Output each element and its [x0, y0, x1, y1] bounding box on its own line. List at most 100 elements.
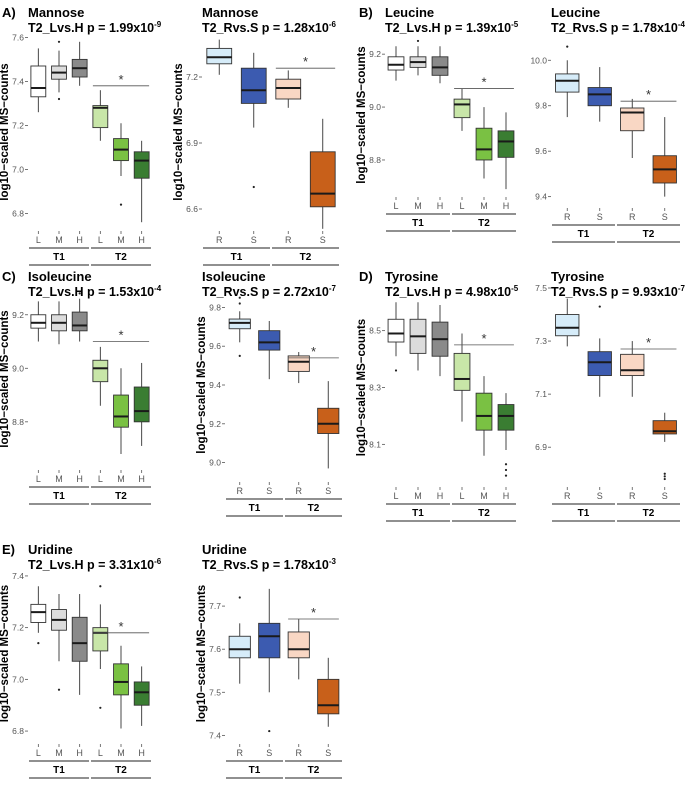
group-label: T1 [412, 508, 424, 519]
box-m-4 [113, 645, 129, 729]
box-r-0 [555, 45, 580, 118]
box-s-3 [652, 412, 677, 481]
pvalue-mantissa: 1.78x10 [284, 558, 329, 572]
box-iqr [92, 627, 109, 652]
box-h-5 [497, 112, 515, 190]
group-label: T2 [115, 765, 127, 776]
box-iqr [30, 314, 47, 329]
pvalue-mantissa: 4.98x10 [466, 285, 511, 299]
box-iqr [555, 314, 580, 337]
group-label: T2 [478, 508, 490, 519]
x-tick-label: L [459, 491, 464, 501]
x-tick-label: L [36, 748, 41, 758]
outlier-point [238, 296, 241, 299]
outlier-point [57, 688, 61, 691]
outlier-point [566, 45, 569, 48]
box-m-1 [51, 301, 67, 345]
box-iqr [275, 78, 302, 100]
y-tick-label: 8.3 [369, 383, 381, 393]
box-iqr [133, 151, 150, 179]
y-tick-label: 9.4 [209, 380, 221, 390]
box-l-0 [30, 301, 47, 342]
group-label: T1 [53, 765, 65, 776]
pvalue-prefix: T2_Lvs.H p = [28, 558, 109, 572]
outlier-point [394, 369, 398, 372]
box-iqr [206, 47, 233, 65]
box-iqr [453, 98, 471, 119]
y-axis-label: log10−scaled MS−counts [356, 319, 368, 456]
x-tick-label: R [296, 748, 303, 758]
y-tick-label: 6.9 [535, 442, 547, 452]
box-l-0 [30, 48, 47, 113]
box-iqr [71, 616, 88, 662]
box-l-0 [387, 46, 405, 81]
box-iqr [387, 56, 405, 71]
pvalue-exponent: -3 [329, 557, 337, 566]
pvalue-exponent: -9 [154, 20, 162, 29]
y-tick-label: 7.1 [535, 389, 547, 399]
box-s-1 [258, 320, 281, 380]
x-tick-label: M [55, 474, 63, 484]
y-axis-label: log10−scaled MS−counts [0, 585, 11, 722]
x-tick-label: L [459, 201, 464, 211]
x-tick-label: S [597, 491, 603, 501]
y-tick-label: 9.0 [12, 363, 24, 373]
pvalue-mantissa: 1.53x10 [109, 285, 154, 299]
significance-star: * [303, 54, 308, 69]
x-tick-label: M [117, 748, 125, 758]
x-tick-label: H [503, 201, 510, 211]
box-h-2 [71, 594, 88, 695]
box-h-2 [431, 305, 449, 377]
box-h-2 [71, 292, 88, 342]
box-r-0 [206, 39, 233, 75]
box-r-2 [620, 341, 645, 397]
box-iqr [431, 56, 449, 76]
pvalue-prefix: T2_Lvs.H p = [28, 285, 109, 299]
box-l-3 [92, 585, 109, 709]
group-label: T2 [308, 503, 320, 514]
significance-star: * [481, 331, 486, 346]
x-tick-label: S [662, 491, 668, 501]
x-tick-label: L [98, 235, 103, 245]
y-tick-label: 7.0 [12, 164, 24, 174]
outlier-point [78, 292, 81, 295]
pvalue-mantissa: 1.78x10 [633, 21, 678, 35]
box-l-0 [387, 302, 405, 372]
box-iqr [30, 65, 47, 98]
x-tick-label: L [36, 474, 41, 484]
chart-title-metabolite: Uridine [202, 542, 247, 557]
box-m-1 [409, 302, 427, 371]
box-m-1 [409, 39, 427, 76]
box-iqr [317, 678, 340, 715]
pvalue-prefix: T2_Lvs.H p = [385, 21, 466, 35]
box-iqr [317, 407, 340, 434]
box-h-5 [133, 140, 150, 223]
y-tick-label: 9.4 [535, 192, 547, 202]
x-tick-label: R [237, 748, 244, 758]
x-tick-label: M [414, 491, 422, 501]
pvalue-mantissa: 9.93x10 [633, 285, 678, 299]
y-tick-label: 9.8 [209, 302, 221, 312]
box-r-2 [275, 70, 302, 108]
chart-title-pvalue: T2_Rvs.S p = 1.28x10-6 [202, 20, 336, 35]
pvalue-exponent: -5 [511, 284, 519, 293]
group-label: T2 [115, 491, 127, 502]
significance-star: * [311, 344, 316, 359]
box-iqr [30, 603, 47, 623]
y-tick-label: 7.0 [12, 674, 24, 684]
box-iqr [387, 318, 405, 343]
chart-title-pvalue: T2_Rvs.S p = 1.78x10-4 [551, 20, 685, 35]
box-h-5 [133, 666, 150, 726]
chart-title-pvalue: T2_Lvs.H p = 1.53x10-4 [28, 284, 162, 299]
y-tick-label: 7.2 [12, 623, 24, 633]
x-tick-label: S [266, 486, 272, 496]
x-tick-label: H [138, 748, 145, 758]
box-l-3 [92, 90, 109, 141]
x-tick-label: S [251, 235, 257, 245]
box-h-5 [497, 393, 515, 477]
chart-title-metabolite: Tyrosine [551, 269, 604, 284]
x-tick-label: R [564, 491, 571, 501]
box-iqr [133, 681, 150, 706]
